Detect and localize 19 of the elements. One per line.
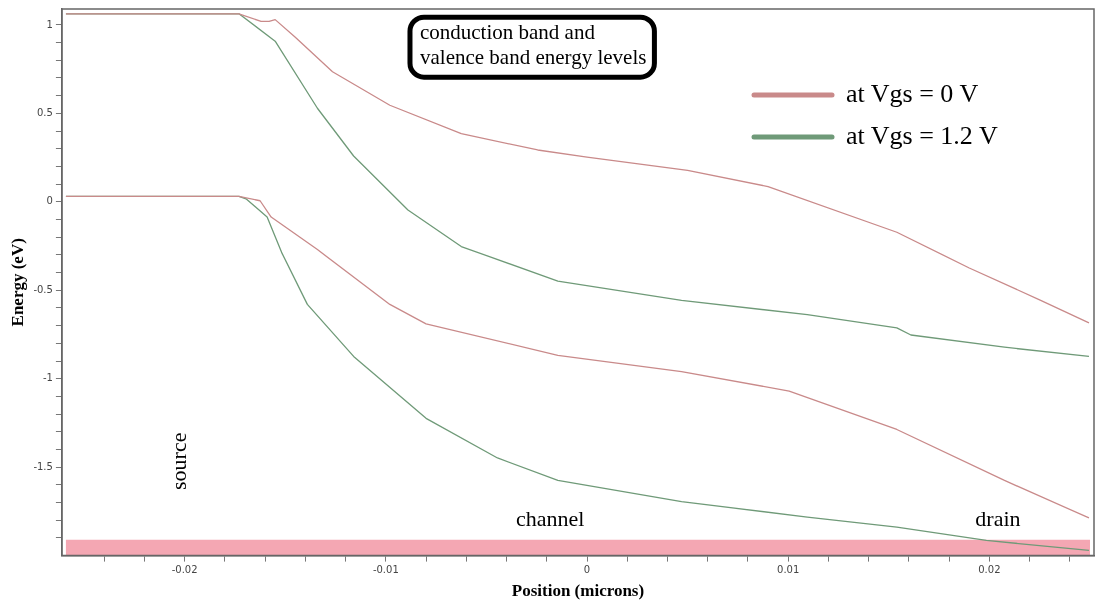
x-tick-label: 0.01 xyxy=(777,564,800,576)
legend-label: at Vgs = 0 V xyxy=(846,78,979,108)
y-tick-label: 1 xyxy=(46,18,53,30)
y-tick-label: 0.5 xyxy=(37,106,53,118)
annotation: source xyxy=(166,432,192,491)
y-tick-label: -1 xyxy=(42,372,53,384)
x-tick-label: 0.02 xyxy=(978,564,1001,576)
y-tick-label: -0.5 xyxy=(33,283,53,295)
x-tick-label: -0.02 xyxy=(171,564,198,576)
y-axis-title: Energy (eV) xyxy=(7,238,27,327)
annotation: conduction band and valence band energy levels xyxy=(419,20,647,70)
x-axis-title: Position (microns) xyxy=(511,581,645,601)
annotation: channel xyxy=(516,505,585,531)
x-tick-label: -0.01 xyxy=(372,564,399,576)
annotation: drain xyxy=(975,505,1021,531)
x-tick-label: 0 xyxy=(583,564,591,576)
y-tick-label: 0 xyxy=(46,195,53,207)
legend-label: at Vgs = 1.2 V xyxy=(846,120,998,150)
y-tick-label: -1.5 xyxy=(33,460,53,472)
